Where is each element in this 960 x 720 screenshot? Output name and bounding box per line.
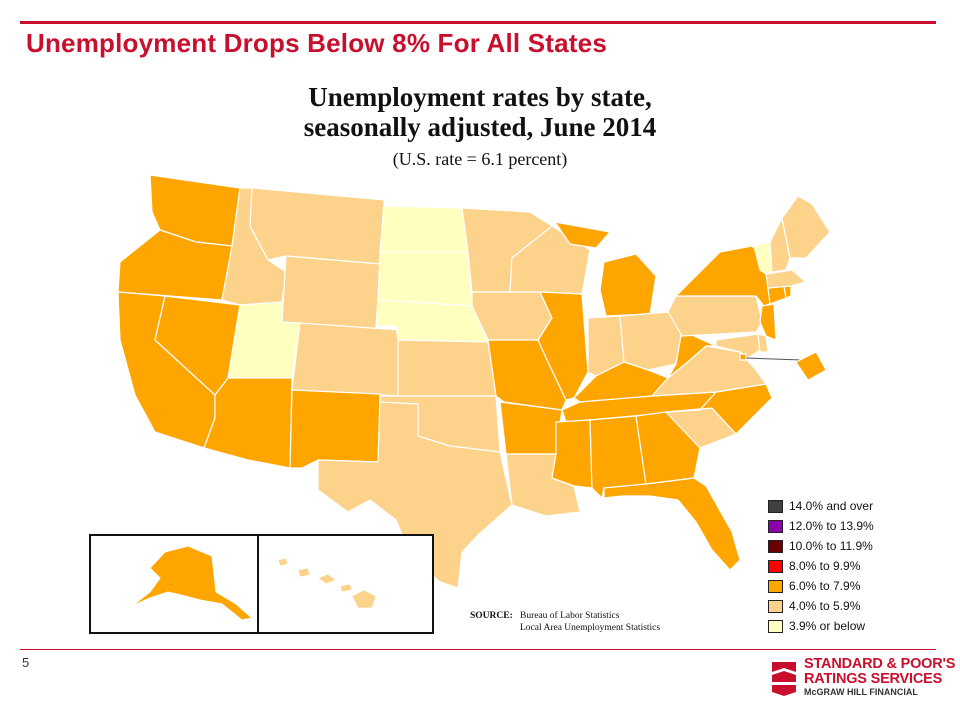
legend-swatch (768, 579, 783, 593)
state-NJ (759, 303, 777, 341)
legend-item: 6.0% to 7.9% (768, 576, 874, 596)
map-title-line2: seasonally adjusted, June 2014 (303, 112, 657, 142)
state-AK (131, 545, 254, 621)
bottom-rule (20, 649, 936, 650)
state-VT (753, 241, 773, 275)
legend-swatch (768, 599, 783, 613)
state-ND (379, 205, 469, 253)
legend-swatch (768, 559, 783, 573)
logo-text-line1: STANDARD & POOR'S (804, 656, 956, 672)
source-line2: Local Area Unemployment Statistics (520, 623, 661, 633)
state-IA (471, 291, 553, 341)
legend-label: 8.0% to 9.9% (789, 559, 861, 573)
legend-item: 4.0% to 5.9% (768, 596, 874, 616)
legend-label: 12.0% to 13.9% (789, 519, 874, 533)
top-rule (20, 21, 936, 24)
legend-swatch (768, 539, 783, 553)
legend: 14.0% and over 12.0% to 13.9% 10.0% to 1… (768, 496, 874, 636)
state-IL (537, 291, 589, 401)
page-number: 5 (22, 655, 30, 670)
legend-label: 4.0% to 5.9% (789, 599, 861, 613)
logo-badge-icon (772, 662, 796, 696)
dc-leader-line (745, 357, 803, 361)
state-MS (551, 419, 593, 489)
map-title: Unemployment rates by state, seasonally … (220, 82, 740, 142)
logo-text-line2: RATINGS SERVICES (804, 671, 943, 687)
map-title-line1: Unemployment rates by state, (308, 82, 652, 112)
legend-label: 14.0% and over (789, 499, 874, 513)
state-AZ (203, 377, 293, 469)
state-CO (291, 322, 401, 397)
state-NH (769, 217, 791, 273)
state-ID (221, 187, 287, 306)
state-PA (667, 295, 763, 337)
sp-logo: STANDARD & POOR'S RATINGS SERVICES McGRA… (770, 656, 955, 700)
state-CT (767, 285, 787, 305)
state-ME (781, 195, 831, 259)
legend-label: 10.0% to 11.9% (789, 539, 873, 553)
legend-item: 3.9% or below (768, 616, 874, 636)
dc-enlarged (795, 351, 827, 381)
slide-title: Unemployment Drops Below 8% For All Stat… (26, 28, 607, 58)
state-GA (635, 411, 701, 485)
state-FL (603, 477, 741, 571)
source-line1: Bureau of Labor Statistics (520, 611, 620, 621)
state-NM (289, 389, 381, 469)
legend-item: 8.0% to 9.9% (768, 556, 874, 576)
state-WY (281, 255, 381, 331)
state-TX (317, 401, 513, 589)
legend-item: 12.0% to 13.9% (768, 516, 874, 536)
state-MT (249, 187, 385, 265)
state-DC (739, 353, 747, 361)
legend-item: 14.0% and over (768, 496, 874, 516)
state-SD (377, 251, 473, 307)
state-DE (757, 333, 769, 353)
state-HI (277, 557, 377, 609)
legend-swatch (768, 499, 783, 513)
state-AR (499, 401, 563, 455)
logo-text-line3: McGRAW HILL FINANCIAL (804, 687, 918, 697)
legend-label: 6.0% to 7.9% (789, 579, 861, 593)
legend-swatch (768, 619, 783, 633)
state-MA (765, 269, 807, 289)
hawaii-inset-box (257, 534, 434, 634)
legend-swatch (768, 519, 783, 533)
source-label: SOURCE: (470, 611, 513, 621)
map-subtitle: (U.S. rate = 6.1 percent) (392, 149, 568, 169)
legend-label: 3.9% or below (789, 619, 866, 633)
state-KS (397, 339, 497, 397)
legend-item: 10.0% to 11.9% (768, 536, 874, 556)
